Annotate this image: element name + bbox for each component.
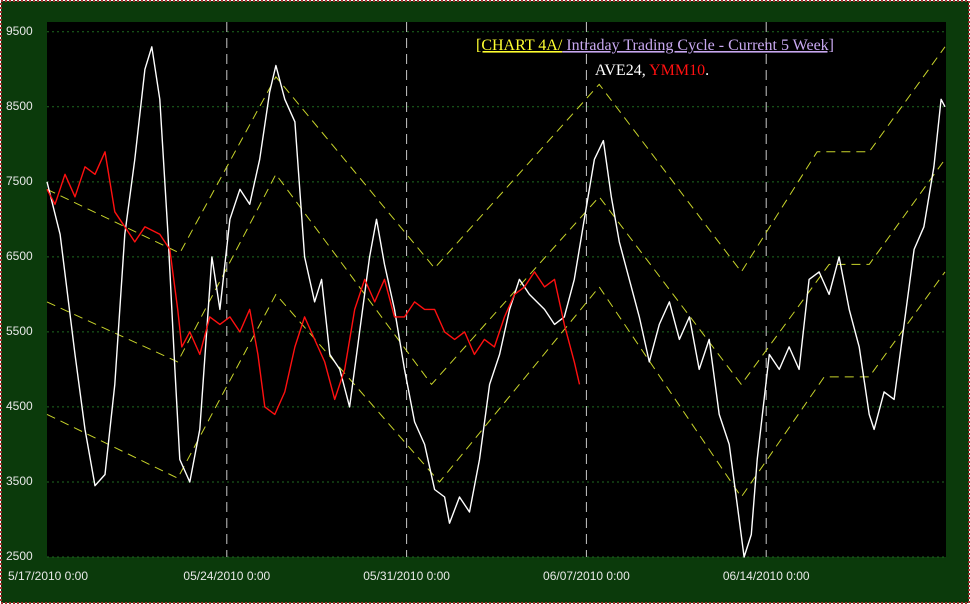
legend-entry: YMM10 xyxy=(649,62,705,79)
title-text: Intraday Trading Cycle - Current 5 Week] xyxy=(562,37,834,54)
plot-area xyxy=(47,22,946,557)
y-tick-label: 3500 xyxy=(6,474,33,488)
legend: AVE24, YMM10. xyxy=(595,62,709,79)
series-line xyxy=(46,151,581,416)
y-tick-label: 9500 xyxy=(6,24,33,38)
y-tick-label: 5500 xyxy=(6,324,33,338)
y-tick-label: 2500 xyxy=(6,549,33,563)
legend-separator: , xyxy=(642,62,649,79)
x-tick-label: 06/07/2010 0:00 xyxy=(543,569,630,583)
y-tick-label: 4500 xyxy=(6,399,33,413)
title: [CHART 4A/ Intraday Trading Cycle - Curr… xyxy=(476,37,834,54)
series-line xyxy=(46,46,946,558)
legend-end: . xyxy=(705,62,709,79)
lines xyxy=(46,46,946,558)
y-tick-label: 6500 xyxy=(6,249,33,263)
x-tick-label: 5/17/2010 0:00 xyxy=(8,569,88,583)
x-tick-label: 05/24/2010 0:00 xyxy=(183,569,270,583)
legend-entry: AVE24 xyxy=(595,62,642,79)
channel-line xyxy=(46,46,946,273)
x-tick-label: 05/31/2010 0:00 xyxy=(363,569,450,583)
x-tick-label: 06/14/2010 0:00 xyxy=(723,569,810,583)
y-tick-label: 7500 xyxy=(6,174,33,188)
title-prefix: [CHART 4A/ xyxy=(476,37,563,54)
channel-line xyxy=(46,271,946,498)
grid xyxy=(47,22,946,558)
channel-line xyxy=(46,159,946,385)
y-tick-label: 8500 xyxy=(6,99,33,113)
